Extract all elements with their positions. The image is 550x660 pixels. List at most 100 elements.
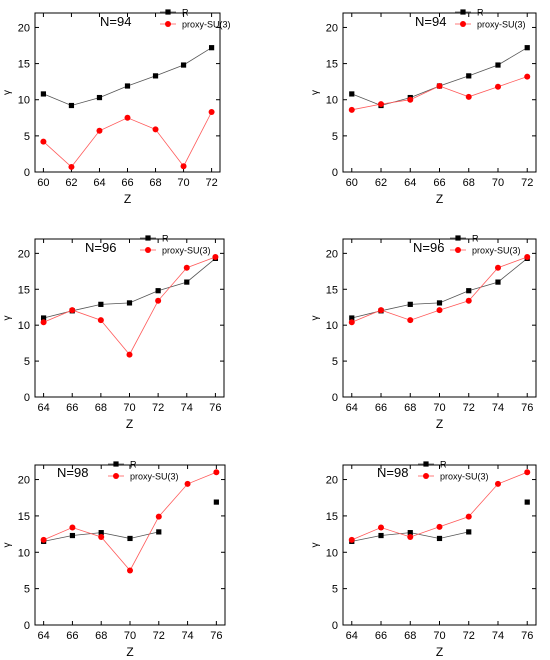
x-tick-label: 68 — [404, 630, 416, 642]
legend-marker — [165, 21, 171, 27]
legend-marker — [460, 21, 466, 27]
data-point-circle — [208, 109, 215, 116]
series-line — [351, 47, 528, 106]
x-tick-label: 64 — [404, 177, 416, 189]
data-point-circle — [524, 253, 531, 260]
y-tick-label: 5 — [24, 356, 30, 368]
x-tick-label: 72 — [205, 177, 217, 189]
series-proxy-su3 — [40, 109, 215, 170]
x-axis-label: Z — [436, 645, 443, 659]
series-r — [349, 45, 530, 109]
data-point-circle — [97, 317, 104, 324]
data-point-circle — [378, 524, 385, 531]
x-tick-label: 76 — [521, 630, 533, 642]
x-tick-label: 66 — [121, 177, 133, 189]
data-point-square — [127, 535, 133, 542]
data-point-square — [124, 83, 131, 89]
y-tick-label: 0 — [24, 167, 30, 179]
data-point-circle — [436, 307, 443, 314]
legend-marker — [165, 9, 171, 15]
legend-label: R — [440, 460, 447, 470]
x-axis-label: Z — [436, 417, 443, 431]
data-point-circle — [127, 567, 133, 574]
data-point-circle — [212, 253, 219, 260]
data-point-circle — [465, 297, 472, 304]
x-tick-label: 62 — [375, 177, 387, 189]
y-tick-label: 15 — [326, 284, 338, 296]
legend-marker — [423, 461, 429, 467]
chart-title: N=96 — [85, 240, 116, 255]
chart-title: N=94 — [415, 14, 446, 29]
data-point-square — [184, 279, 190, 285]
data-point-square — [180, 62, 187, 68]
legend-label: proxy-SU(3) — [130, 472, 179, 482]
data-point-circle — [40, 319, 47, 326]
series-line — [43, 471, 217, 572]
data-point-circle — [348, 536, 355, 543]
x-axis-label: Z — [126, 417, 133, 431]
data-point-square — [69, 532, 76, 539]
x-tick-label: 68 — [463, 177, 475, 189]
data-point-circle — [184, 480, 191, 487]
data-point-square — [40, 315, 47, 321]
y-tick-label: 0 — [332, 620, 338, 632]
data-point-square — [155, 288, 161, 294]
data-point-circle — [180, 163, 187, 170]
x-axis-label: Z — [124, 192, 131, 206]
y-tick-label: 0 — [332, 392, 338, 404]
x-tick-label: 70 — [433, 402, 445, 414]
series-line — [43, 256, 216, 356]
plot-frame — [342, 464, 537, 626]
plot-frame — [34, 464, 226, 626]
x-tick-label: 66 — [433, 177, 445, 189]
y-tick-label: 5 — [24, 584, 30, 596]
y-tick-label: 10 — [326, 95, 338, 107]
y-tick-label: 5 — [332, 131, 338, 143]
series-r — [41, 499, 219, 544]
data-point-circle — [524, 73, 531, 80]
y-tick-label: 10 — [326, 320, 338, 332]
y-tick-label: 0 — [24, 620, 30, 632]
data-point-square — [436, 300, 443, 306]
y-tick-label: 10 — [18, 95, 30, 107]
x-tick-label: 64 — [38, 630, 50, 642]
data-point-square — [524, 499, 530, 505]
data-point-circle — [40, 536, 47, 543]
x-tick-label: 76 — [209, 402, 221, 414]
y-tick-label: 10 — [326, 547, 338, 559]
x-tick-label: 68 — [404, 402, 416, 414]
data-point-circle — [436, 523, 443, 530]
data-point-circle — [40, 138, 47, 145]
legend-label: proxy-SU(3) — [162, 246, 211, 256]
data-point-circle — [407, 534, 414, 540]
data-point-circle — [494, 480, 501, 487]
legend-label: R — [477, 8, 484, 18]
x-tick-label: 66 — [66, 630, 78, 642]
data-point-circle — [378, 101, 385, 108]
x-tick-label: 66 — [375, 402, 387, 414]
y-axis-label: γ — [2, 316, 13, 321]
x-tick-label: 60 — [37, 177, 49, 189]
data-point-circle — [348, 319, 355, 326]
x-tick-label: 64 — [346, 630, 358, 642]
plot-frame — [34, 12, 221, 173]
data-point-circle — [155, 297, 162, 304]
y-tick-label: 20 — [18, 248, 30, 260]
data-point-square — [98, 301, 104, 307]
data-point-square — [152, 73, 159, 79]
data-point-circle — [98, 534, 105, 540]
legend-marker — [455, 235, 461, 241]
data-point-circle — [494, 83, 501, 90]
data-point-circle — [407, 317, 414, 324]
x-tick-label: 64 — [37, 402, 49, 414]
series-proxy-su3 — [348, 469, 531, 543]
legend-marker — [455, 247, 461, 253]
x-tick-label: 66 — [375, 630, 387, 642]
